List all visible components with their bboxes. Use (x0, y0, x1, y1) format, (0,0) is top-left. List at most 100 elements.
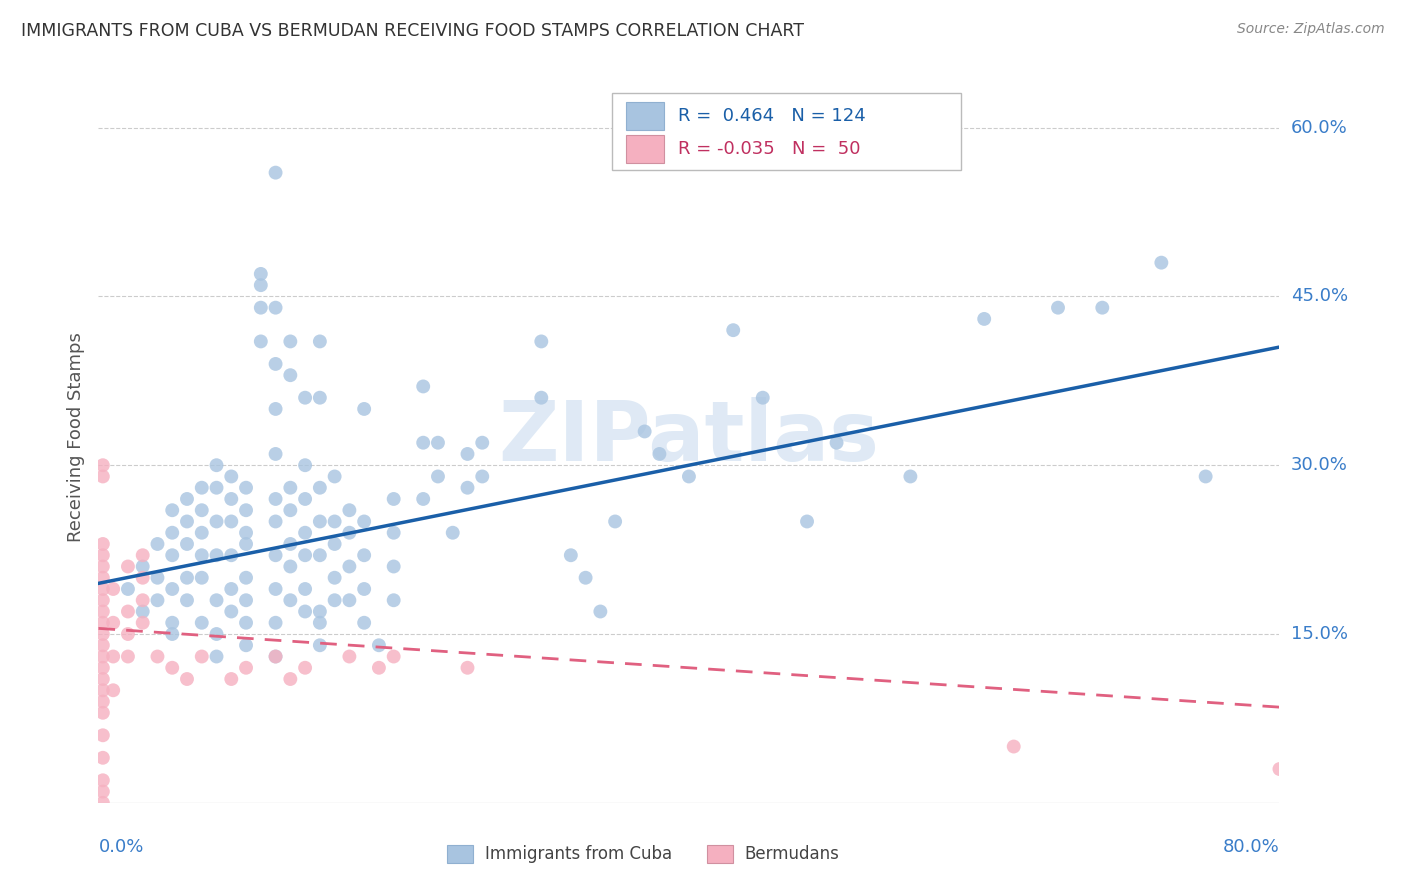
Point (530, 334, 553, 349)
Point (91, 751, 114, 765)
Point (91, 559, 114, 574)
Point (91, 571, 114, 585)
Text: 60.0%: 60.0% (1291, 119, 1347, 136)
Point (176, 571, 198, 585)
Text: Immigrants from Cuba: Immigrants from Cuba (485, 845, 672, 863)
Point (353, 548, 375, 562)
Point (146, 537, 169, 551)
Point (353, 515, 375, 529)
Text: R = -0.035   N =  50: R = -0.035 N = 50 (678, 140, 860, 158)
Point (235, 615, 257, 630)
Point (323, 469, 346, 483)
Point (162, 582, 183, 596)
Point (91, 773, 114, 788)
Text: ZIPatlas: ZIPatlas (499, 397, 879, 477)
Point (103, 683, 125, 698)
Point (235, 503, 257, 517)
Point (103, 615, 125, 630)
Point (323, 515, 346, 529)
Point (235, 593, 257, 607)
Point (1091, 301, 1114, 315)
Point (91, 683, 114, 698)
Point (91, 469, 114, 483)
Y-axis label: Receiving Food Stamps: Receiving Food Stamps (66, 332, 84, 542)
Point (309, 548, 332, 562)
Text: 30.0%: 30.0% (1291, 456, 1347, 475)
Point (221, 672, 243, 686)
Point (309, 615, 332, 630)
Point (235, 661, 257, 675)
Point (264, 649, 287, 664)
Point (176, 672, 198, 686)
Point (648, 447, 671, 461)
Point (457, 661, 479, 675)
Point (973, 312, 995, 326)
Point (294, 458, 316, 473)
Point (382, 593, 405, 607)
Point (235, 481, 257, 495)
Point (280, 593, 302, 607)
Point (176, 491, 198, 506)
Point (294, 491, 316, 506)
Text: 0.0%: 0.0% (98, 838, 143, 855)
Bar (626, 102, 664, 130)
Point (339, 649, 361, 664)
Point (235, 571, 257, 585)
Point (471, 435, 494, 450)
Point (191, 571, 214, 585)
Point (309, 391, 332, 405)
Point (117, 559, 139, 574)
Point (1195, 469, 1218, 483)
Point (162, 525, 183, 540)
Point (250, 267, 273, 281)
Point (678, 469, 700, 483)
Text: R =  0.464   N = 124: R = 0.464 N = 124 (678, 107, 866, 125)
Point (634, 425, 657, 439)
Point (162, 503, 183, 517)
Point (264, 649, 287, 664)
Point (176, 515, 198, 529)
Point (132, 615, 155, 630)
Point (191, 548, 214, 562)
Point (221, 548, 243, 562)
Point (91, 796, 114, 810)
Point (382, 559, 405, 574)
Point (132, 571, 155, 585)
Text: IMMIGRANTS FROM CUBA VS BERMUDAN RECEIVING FOOD STAMPS CORRELATION CHART: IMMIGRANTS FROM CUBA VS BERMUDAN RECEIVI… (21, 22, 804, 40)
Point (91, 615, 114, 630)
Point (605, 515, 627, 529)
Point (205, 593, 228, 607)
Point (427, 435, 450, 450)
Point (191, 481, 214, 495)
Point (264, 491, 287, 506)
Point (221, 469, 243, 483)
Text: 80.0%: 80.0% (1223, 838, 1279, 855)
Point (309, 481, 332, 495)
Point (146, 571, 169, 585)
Point (353, 615, 375, 630)
Point (382, 491, 405, 506)
Point (91, 728, 114, 742)
Point (353, 582, 375, 596)
Bar (447, 845, 472, 863)
Point (589, 605, 612, 619)
Point (117, 649, 139, 664)
Point (91, 582, 114, 596)
Point (339, 559, 361, 574)
Point (412, 491, 434, 506)
Point (1150, 255, 1173, 269)
FancyBboxPatch shape (612, 94, 960, 170)
Point (205, 627, 228, 641)
Point (280, 537, 302, 551)
Point (205, 649, 228, 664)
Point (205, 481, 228, 495)
Bar (707, 845, 733, 863)
Point (103, 582, 125, 596)
Point (264, 582, 287, 596)
Point (457, 481, 479, 495)
Point (412, 435, 434, 450)
Point (205, 548, 228, 562)
Point (91, 537, 114, 551)
Point (103, 649, 125, 664)
Point (280, 481, 302, 495)
